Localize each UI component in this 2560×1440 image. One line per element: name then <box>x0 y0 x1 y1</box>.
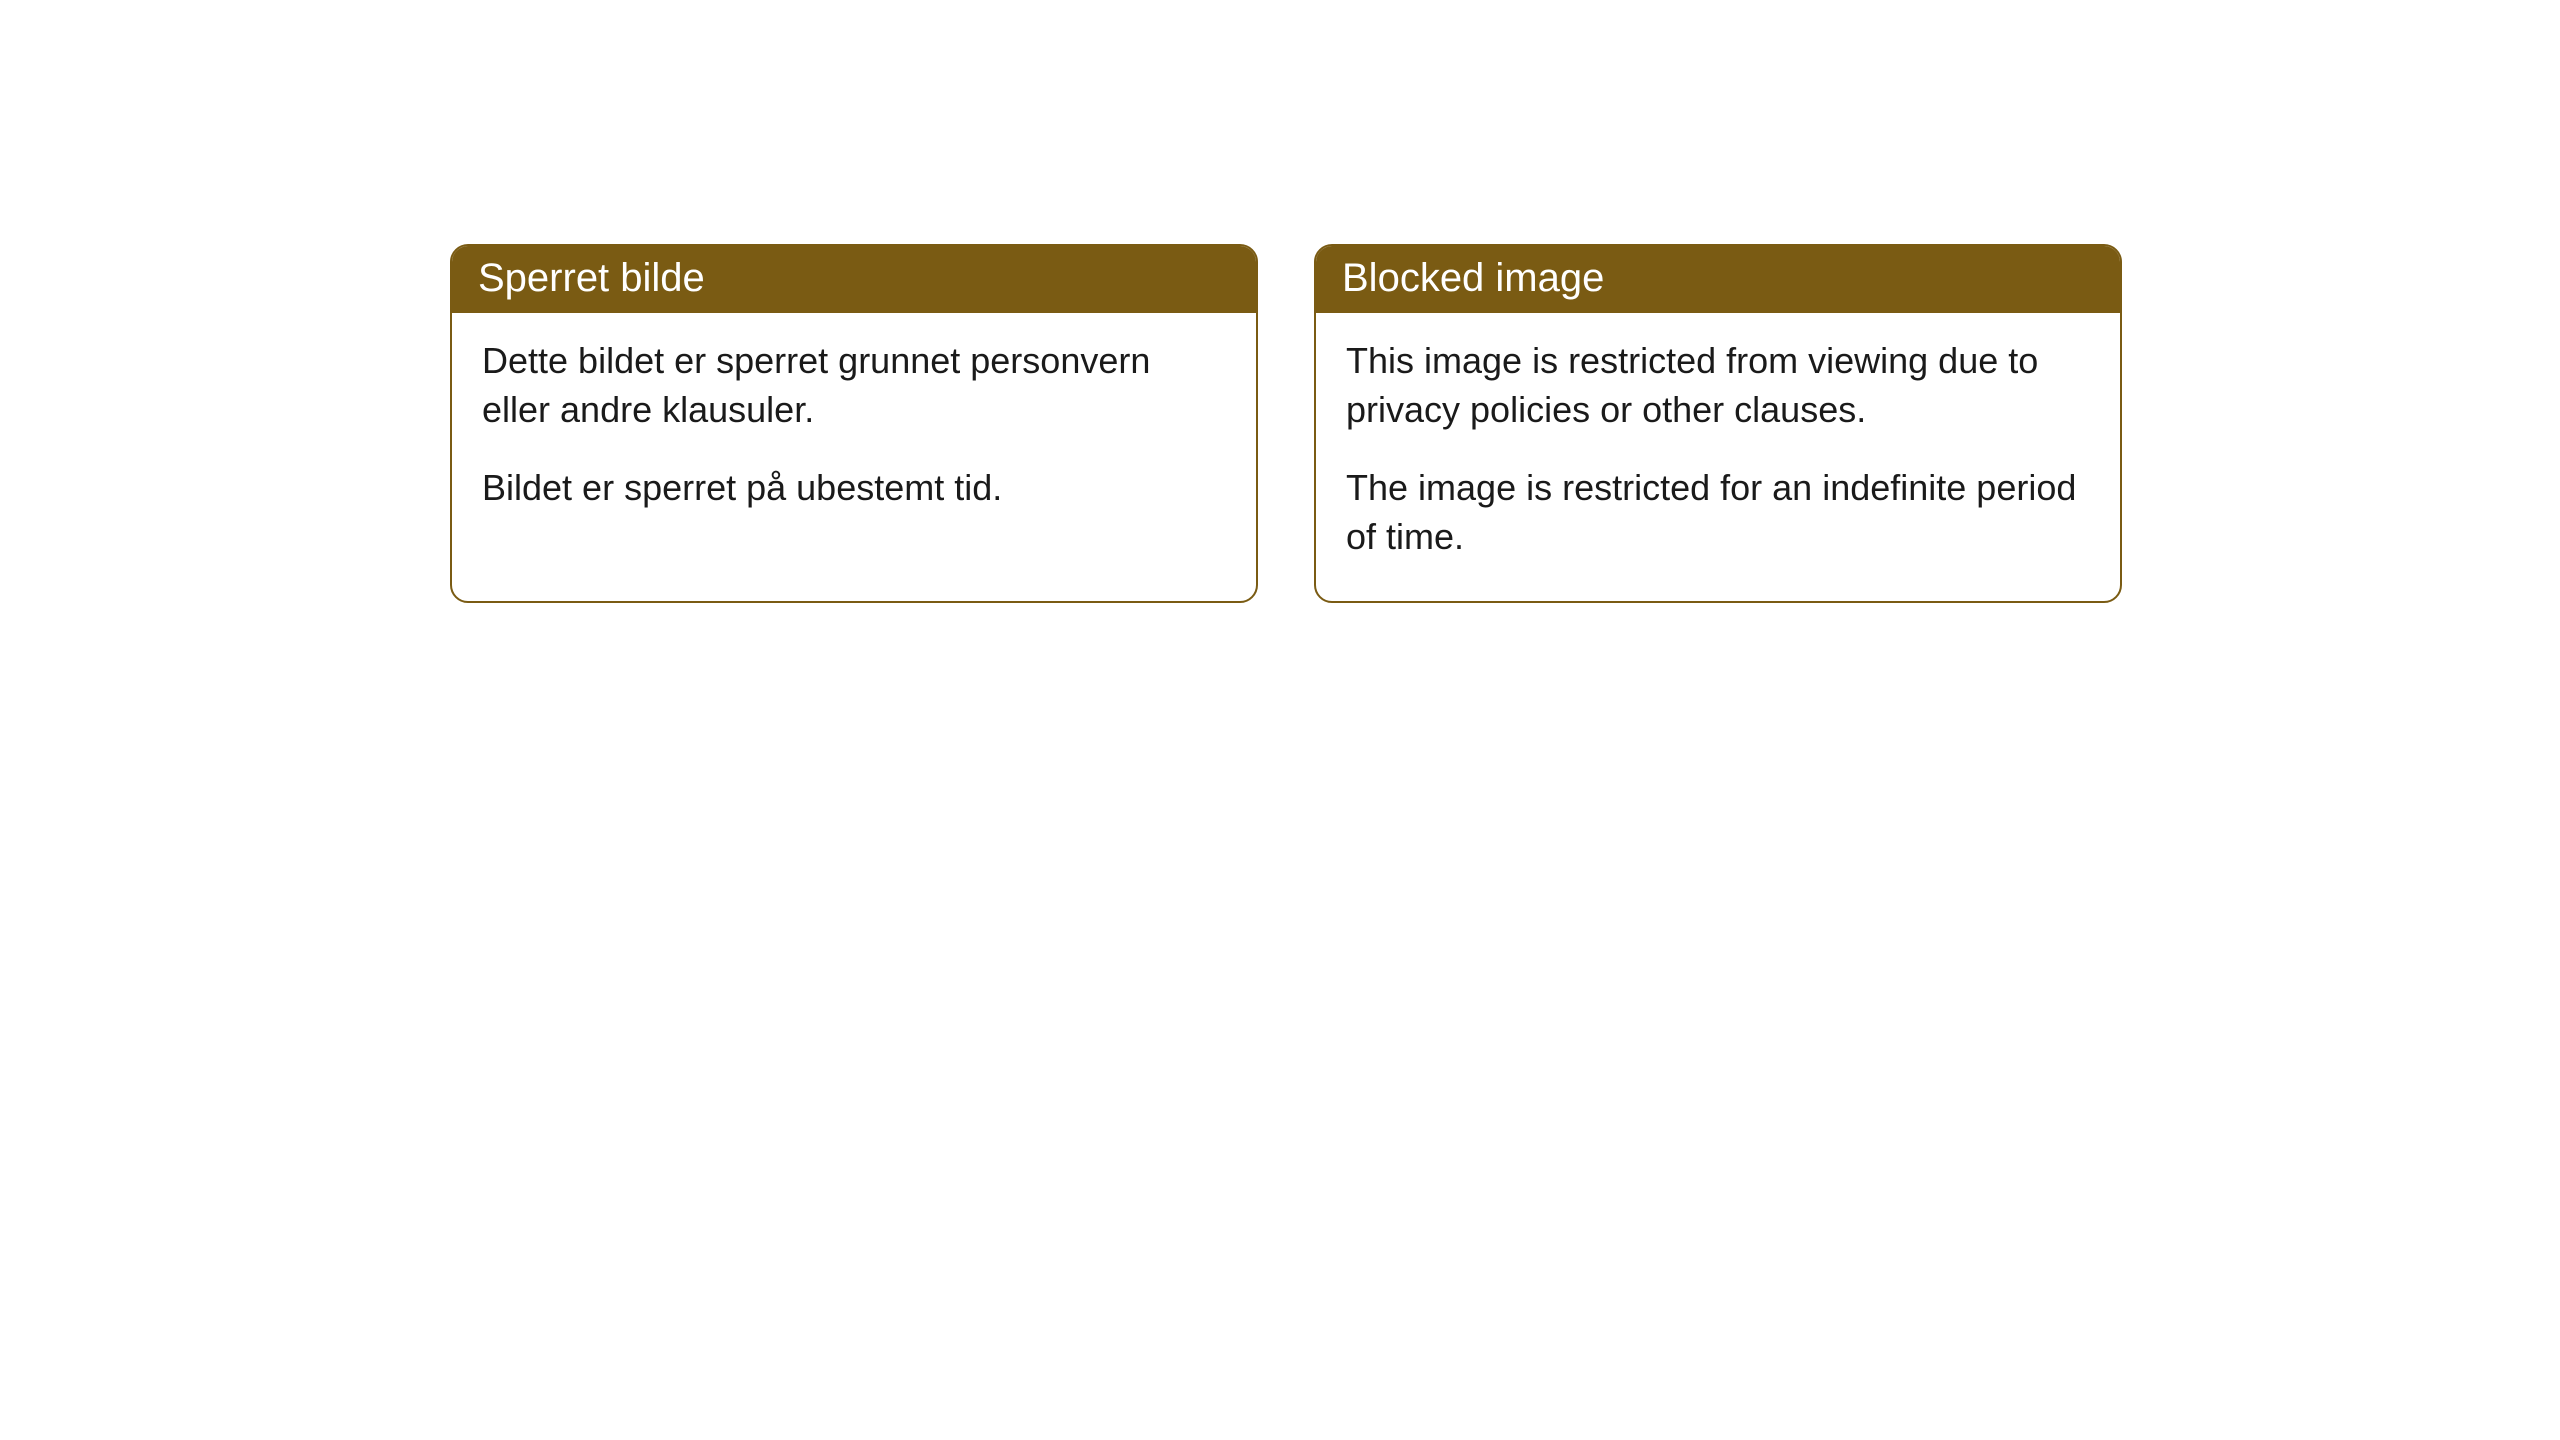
card-body: This image is restricted from viewing du… <box>1316 313 2120 601</box>
card-paragraph-2: Bildet er sperret på ubestemt tid. <box>482 464 1226 513</box>
card-paragraph-1: Dette bildet er sperret grunnet personve… <box>482 337 1226 434</box>
card-title: Sperret bilde <box>478 256 705 300</box>
card-title: Blocked image <box>1342 256 1604 300</box>
card-paragraph-2: The image is restricted for an indefinit… <box>1346 464 2090 561</box>
blocked-image-card-norwegian: Sperret bilde Dette bildet er sperret gr… <box>450 244 1258 603</box>
card-body: Dette bildet er sperret grunnet personve… <box>452 313 1256 553</box>
card-paragraph-1: This image is restricted from viewing du… <box>1346 337 2090 434</box>
card-header: Sperret bilde <box>452 246 1256 313</box>
notice-cards-container: Sperret bilde Dette bildet er sperret gr… <box>450 244 2122 603</box>
blocked-image-card-english: Blocked image This image is restricted f… <box>1314 244 2122 603</box>
card-header: Blocked image <box>1316 246 2120 313</box>
